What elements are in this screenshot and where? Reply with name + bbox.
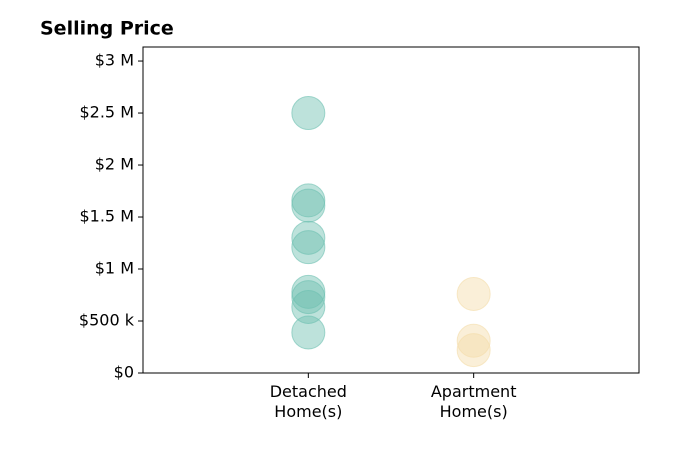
point <box>456 333 491 368</box>
chart-title: Selling Price <box>40 18 174 40</box>
point <box>291 96 326 131</box>
point <box>291 289 326 324</box>
point <box>291 183 326 218</box>
y-tick-label: $2.5 M <box>79 103 134 122</box>
y-tick-label: $1.5 M <box>79 207 134 226</box>
x-tick-label: Apartment Home(s) <box>431 382 517 421</box>
point <box>291 230 326 265</box>
x-tick-label: Detached Home(s) <box>270 382 347 421</box>
y-tick-label: $2 M <box>95 155 134 174</box>
y-tick-label: $0 <box>114 363 134 382</box>
point <box>456 323 491 358</box>
point <box>291 280 326 315</box>
point <box>291 188 326 223</box>
point <box>456 276 491 311</box>
y-tick-label: $3 M <box>95 51 134 70</box>
point <box>291 220 326 255</box>
point <box>291 274 326 309</box>
y-tick-label: $1 M <box>95 259 134 278</box>
y-tick-label: $500 k <box>79 311 135 330</box>
plot-frame <box>142 46 640 374</box>
point <box>291 315 326 350</box>
